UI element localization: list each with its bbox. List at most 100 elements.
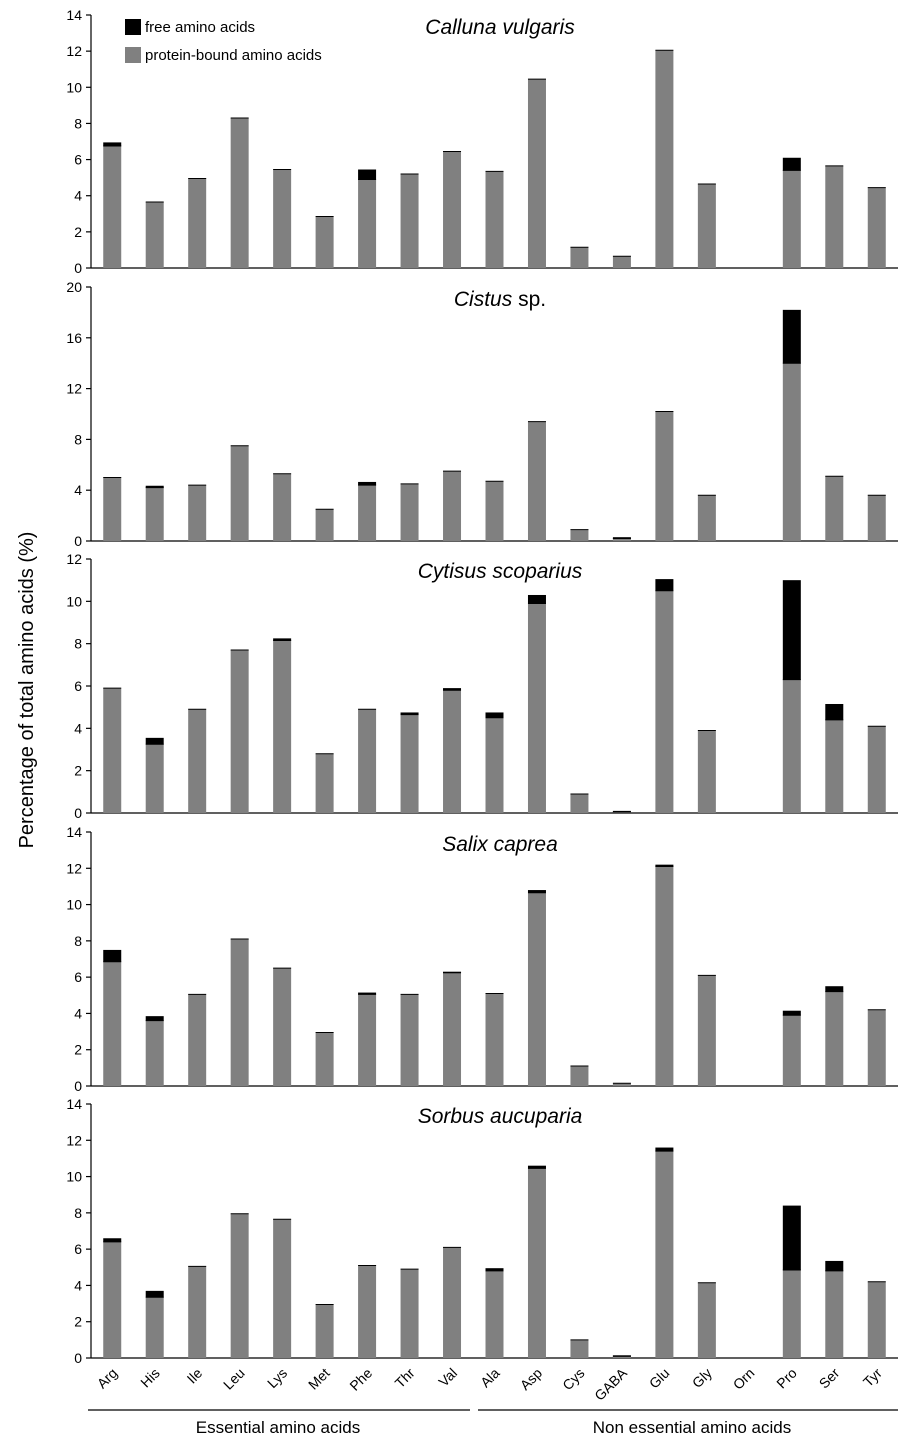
bar-free-arg — [103, 1238, 122, 1242]
legend-label-free: free amino acids — [145, 19, 255, 36]
bar-free-phe — [358, 992, 377, 995]
bar-free-pro — [782, 309, 801, 364]
y-tick-label: 2 — [74, 1314, 82, 1330]
y-tick-label: 12 — [66, 860, 82, 876]
bar-protein-bound-met — [315, 509, 334, 541]
bar-free-thr — [400, 712, 419, 715]
bar-protein-bound-glu — [655, 590, 674, 813]
bar-protein-bound-gaba — [612, 538, 631, 541]
bar-protein-bound-met — [315, 216, 334, 268]
y-tick-label: 6 — [74, 1241, 82, 1257]
bar-protein-bound-phe — [358, 709, 377, 813]
bar-protein-bound-gly — [697, 1282, 716, 1358]
bar-protein-bound-ala — [485, 481, 504, 541]
y-tick-label: 8 — [74, 1205, 82, 1221]
bar-protein-bound-val — [443, 972, 462, 1086]
panel-title-part: Cistus — [454, 288, 513, 311]
bar-protein-bound-glu — [655, 411, 674, 541]
bar-free-lys — [273, 638, 292, 641]
panel-title-part: Cytisus scoparius — [418, 560, 583, 583]
bar-protein-bound-ser — [825, 165, 844, 268]
bar-free-glu — [655, 579, 674, 591]
bar-protein-bound-leu — [230, 650, 249, 813]
bar-protein-bound-pro — [782, 679, 801, 813]
y-tick-label: 2 — [74, 224, 82, 240]
bar-free-pro — [782, 1205, 801, 1271]
bar-protein-bound-val — [443, 1247, 462, 1358]
bar-free-gaba — [612, 537, 631, 539]
bar-protein-bound-ile — [188, 178, 207, 268]
legend: free amino acids protein-bound amino aci… — [125, 19, 322, 64]
bar-protein-bound-arg — [103, 1241, 122, 1358]
bar-protein-bound-tyr — [867, 1009, 886, 1086]
bar-protein-bound-gly — [697, 183, 716, 268]
bar-protein-bound-glu — [655, 1151, 674, 1358]
y-tick-label: 12 — [66, 43, 82, 59]
bar-protein-bound-val — [443, 471, 462, 541]
bar-free-pro — [782, 580, 801, 680]
panel-title: Cistus sp. — [454, 288, 546, 311]
bar-free-glu — [655, 864, 674, 867]
bar-protein-bound-asp — [527, 421, 546, 541]
bar-protein-bound-phe — [358, 994, 377, 1086]
x-category-label: Leu — [220, 1365, 248, 1393]
bar-protein-bound-ser — [825, 1270, 844, 1358]
bar-protein-bound-tyr — [867, 187, 886, 268]
bar-protein-bound-gly — [697, 495, 716, 541]
x-category-label: Ala — [477, 1365, 503, 1391]
bar-protein-bound-gly — [697, 730, 716, 813]
y-tick-label: 2 — [74, 1042, 82, 1058]
bar-free-gaba — [612, 810, 631, 813]
bar-free-ala — [485, 712, 504, 718]
bar-protein-bound-arg — [103, 961, 122, 1086]
bar-free-ser — [825, 703, 844, 720]
bar-protein-bound-thr — [400, 714, 419, 813]
y-tick-label: 4 — [74, 1277, 82, 1293]
panel-title-part: Sorbus aucuparia — [418, 1105, 583, 1128]
bar-protein-bound-his — [145, 1020, 164, 1086]
essential-group-label: Essential amino acids — [196, 1418, 360, 1437]
bar-free-his — [145, 737, 164, 745]
panel-title-part: sp. — [512, 288, 546, 311]
bar-protein-bound-phe — [358, 485, 377, 541]
bar-protein-bound-his — [145, 202, 164, 268]
bar-protein-bound-gaba — [612, 1356, 631, 1358]
y-tick-label: 0 — [74, 1350, 82, 1366]
bar-protein-bound-ala — [485, 171, 504, 268]
bar-protein-bound-pro — [782, 1015, 801, 1086]
x-category-label: Pro — [773, 1365, 800, 1392]
y-tick-label: 8 — [74, 636, 82, 652]
x-category-label: Phe — [346, 1365, 375, 1394]
bar-free-asp — [527, 1165, 546, 1169]
bar-protein-bound-cys — [570, 529, 589, 541]
bar-free-phe — [358, 481, 377, 486]
x-category-label: Cys — [559, 1365, 587, 1393]
x-category-label: Arg — [94, 1365, 121, 1392]
bar-protein-bound-met — [315, 1032, 334, 1086]
y-tick-label: 6 — [74, 152, 82, 168]
bar-protein-bound-arg — [103, 477, 122, 541]
bar-protein-bound-cys — [570, 1066, 589, 1086]
bar-protein-bound-leu — [230, 939, 249, 1086]
x-category-label: Val — [435, 1365, 460, 1390]
y-tick-label: 12 — [66, 381, 82, 397]
bar-protein-bound-lys — [273, 640, 292, 813]
bar-protein-bound-leu — [230, 1213, 249, 1358]
bar-protein-bound-ala — [485, 1270, 504, 1358]
panel-title-part: Calluna vulgaris — [425, 16, 575, 39]
bar-protein-bound-pro — [782, 363, 801, 541]
y-tick-label: 14 — [66, 1096, 82, 1112]
x-category-label: Glu — [646, 1365, 673, 1392]
bar-free-asp — [527, 594, 546, 604]
bar-protein-bound-lys — [273, 473, 292, 541]
bar-free-ser — [825, 986, 844, 992]
y-tick-label: 10 — [66, 79, 82, 95]
bar-protein-bound-phe — [358, 1265, 377, 1358]
bar-protein-bound-ile — [188, 709, 207, 813]
y-tick-label: 10 — [66, 593, 82, 609]
y-tick-label: 8 — [74, 115, 82, 131]
panel-title: Calluna vulgaris — [425, 16, 575, 39]
bar-protein-bound-ile — [188, 994, 207, 1086]
bar-protein-bound-ile — [188, 485, 207, 541]
